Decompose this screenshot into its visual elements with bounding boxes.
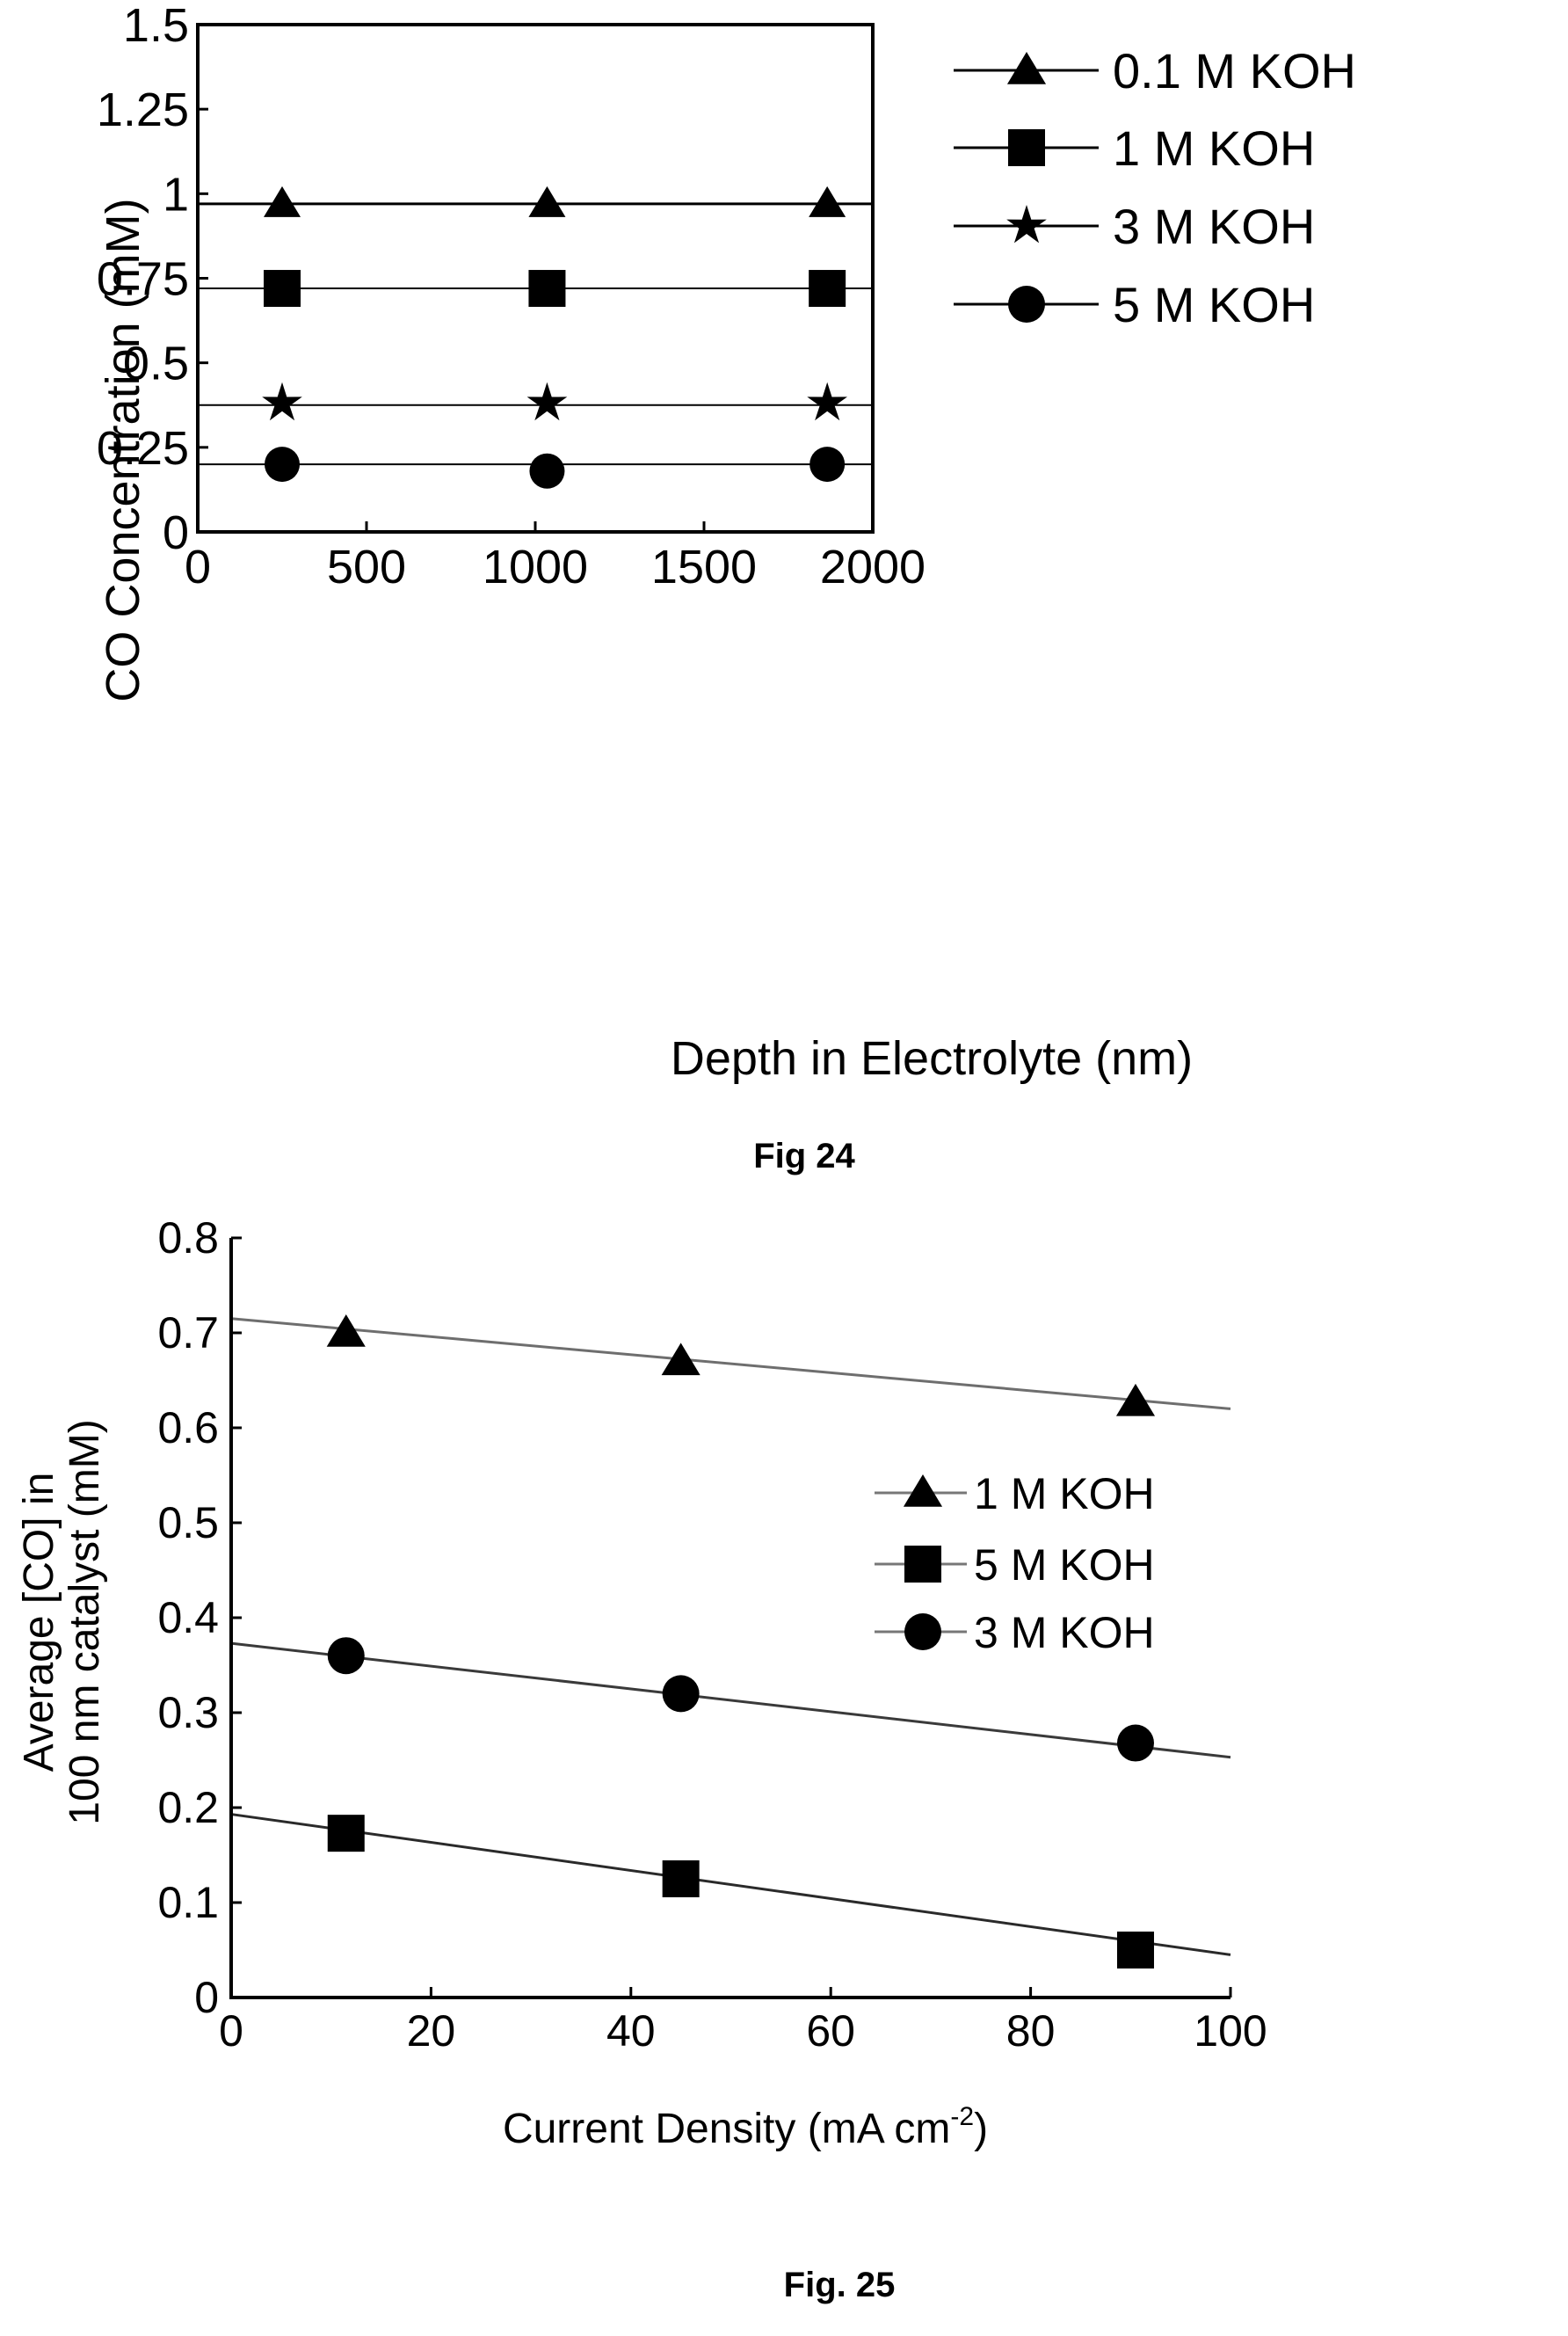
fig25-chart: 1 M KOH 5 M KOH 3 M KOH 0 20 40 60 80 10…: [16, 1213, 1267, 2304]
fig25-x-tick-label: 80: [1006, 2006, 1056, 2056]
fig25-point: [662, 1860, 700, 1897]
fig25-x-tick-label: 0: [219, 2006, 243, 2056]
fig24-point: [262, 382, 302, 421]
fig24-point: [529, 453, 565, 489]
fig25-legend-label-0: 1 M KOH: [974, 1469, 1155, 1518]
fig25-x-tick-label: 40: [606, 2006, 656, 2056]
fig25-y-tick-label: 0.6: [157, 1403, 219, 1452]
fig24-x-tick-label: 500: [327, 541, 406, 593]
fig24-y-tick-label: 1: [163, 168, 189, 221]
fig25-x-tick-label: 100: [1194, 2006, 1267, 2056]
fig24-y-tick-label: 0.5: [123, 338, 189, 390]
fig24-x-tick-label: 0: [185, 541, 211, 593]
fig24-point: [264, 186, 301, 217]
fig24-point: [264, 270, 301, 308]
fig25-y-tick-label: 0.7: [157, 1308, 219, 1357]
fig25-data-points: [326, 1314, 1156, 1968]
fig24-point: [809, 186, 846, 217]
fig25-legend-marker: [904, 1546, 941, 1583]
fig24-legend-marker: [1008, 286, 1045, 323]
fig24-legend-marker: [1008, 129, 1045, 166]
fig25-fit-line: [230, 1641, 1231, 1759]
fig25-legend-marker: [904, 1613, 941, 1650]
fig24-ticks: [196, 23, 875, 534]
fig24-x-tick-label: 2000: [820, 541, 926, 593]
fig25-x-tick-label: 20: [407, 2006, 456, 2056]
fig25-y-axis-label-line2: 100 nm catalyst (mM): [62, 1419, 108, 1824]
fig25-y-tick-label: 0.2: [157, 1783, 219, 1832]
fig24-legend-label-1: 1 M KOH: [1113, 120, 1315, 176]
fig24-x-tick-label: 1000: [483, 541, 588, 593]
fig24-point: [809, 447, 846, 483]
fig24-x-tick-label: 1500: [651, 541, 757, 593]
fig24-legend: 0.1 M KOH 1 M KOH 3 M KOH 5 M KOH: [954, 43, 1356, 332]
fig25-point: [1116, 1724, 1154, 1762]
fig25-ticks: [229, 1236, 1232, 1999]
fig25-fit-line: [230, 1317, 1231, 1410]
fig24-point: [809, 270, 846, 308]
fig24-point: [807, 382, 847, 421]
fig25-legend-marker: [903, 1474, 943, 1507]
fig24-legend-label-3: 5 M KOH: [1113, 277, 1315, 332]
fig25-y-tick-label: 0.1: [157, 1878, 219, 1927]
fig24-point: [265, 447, 300, 483]
fig24-y-tick-label: 0: [163, 506, 189, 559]
fig25-fit-lines: [230, 1317, 1231, 1956]
fig24-y-axis-label: CO Concentration (mM): [97, 198, 149, 702]
fig24-caption: Fig 24: [753, 1137, 855, 1175]
fig25-caption: Fig. 25: [784, 2266, 896, 2304]
fig24-y-tick-label: 1.25: [97, 84, 189, 136]
fig25-legend: 1 M KOH 5 M KOH 3 M KOH: [875, 1469, 1155, 1657]
fig25-point: [661, 1343, 701, 1376]
fig24-data-points: [262, 186, 847, 489]
fig24-point: [526, 382, 568, 421]
fig25-point: [1116, 1932, 1154, 1968]
fig25-x-tick-label: 60: [806, 2006, 855, 2056]
fig24-legend-marker: [1006, 205, 1047, 244]
fig24-point: [528, 270, 566, 308]
fig25-y-tick-label: 0.8: [157, 1213, 219, 1263]
fig25-point: [327, 1637, 365, 1675]
fig24-legend-label-0: 0.1 M KOH: [1113, 43, 1356, 98]
fig24-point: [528, 186, 566, 217]
fig25-point: [326, 1314, 366, 1347]
fig25-y-tick-label: 0.4: [157, 1593, 219, 1642]
fig24-legend-marker: [1006, 52, 1047, 84]
fig24-fit-lines: [198, 202, 873, 466]
fig25-point: [327, 1815, 365, 1852]
fig24-legend-label-2: 3 M KOH: [1113, 199, 1315, 254]
fig24-y-tick-label: 1.5: [123, 0, 189, 52]
fig24-y-tick-label: 0.75: [97, 253, 189, 306]
fig25-y-tick-label: 0: [194, 1973, 219, 2022]
fig25-point: [662, 1675, 700, 1713]
fig25-point: [1115, 1383, 1156, 1416]
fig25-fit-line: [230, 1813, 1231, 1956]
fig25-y-tick-label: 0.5: [157, 1498, 219, 1547]
fig24-x-axis-label: Depth in Electrolyte (nm): [671, 1032, 1193, 1085]
fig25-y-tick-label: 0.3: [157, 1688, 219, 1737]
fig24-y-tick-label: 0.25: [97, 422, 189, 475]
fig25-y-axis-label-line1: Average [CO] in: [16, 1473, 62, 1772]
fig25-x-axis-label: Current Density (mA cm-2): [503, 2102, 988, 2152]
fig24-chart: 0.1 M KOH 1 M KOH 3 M KOH 5 M KOH 0 500 …: [97, 0, 1356, 1175]
fig25-legend-label-2: 3 M KOH: [974, 1608, 1155, 1657]
fig25-legend-label-1: 5 M KOH: [974, 1540, 1155, 1590]
